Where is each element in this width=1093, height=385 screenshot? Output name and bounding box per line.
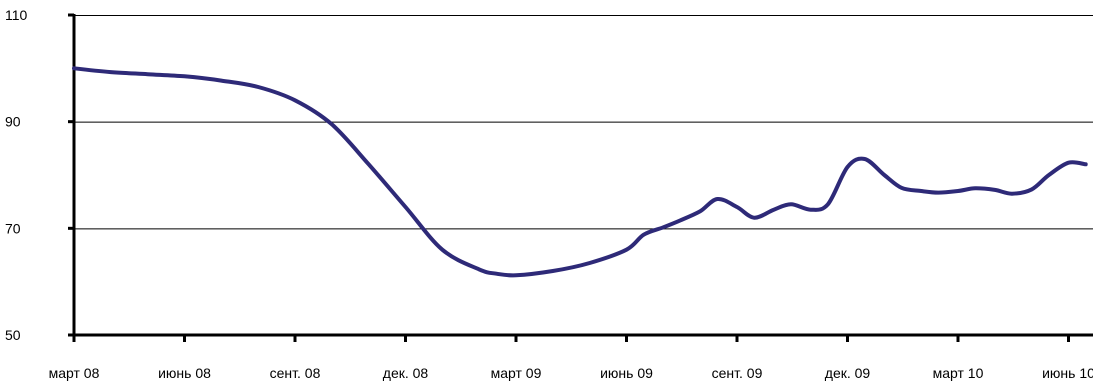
y-tick-label: 70 [5, 220, 21, 236]
axes [72, 14, 1093, 337]
x-axis-ticks: март 08 июнь 08 сент. 08 дек. 08 март 09 июнь… [49, 335, 1093, 381]
series-layer [72, 66, 1088, 278]
x-tick-label: сент. 09 [712, 365, 763, 381]
x-tick-label: июнь 10 [1042, 365, 1093, 381]
x-tick-label: сент. 08 [270, 365, 321, 381]
x-tick-label: июнь 08 [158, 365, 211, 381]
x-tick-label: июнь 09 [600, 365, 653, 381]
x-tick-label: март 10 [933, 365, 984, 381]
series-line [72, 66, 1088, 278]
x-tick-label: дек. 09 [825, 365, 871, 381]
x-tick-label: март 08 [49, 365, 100, 381]
y-tick-label: 90 [5, 114, 21, 130]
x-tick-label: март 09 [491, 365, 542, 381]
gridlines [74, 15, 1093, 230]
y-tick-label: 110 [5, 7, 28, 23]
x-tick-label: дек. 08 [383, 365, 429, 381]
y-tick-label: 50 [5, 327, 21, 343]
y-axis-ticks: 50 70 90 110 [5, 7, 74, 343]
